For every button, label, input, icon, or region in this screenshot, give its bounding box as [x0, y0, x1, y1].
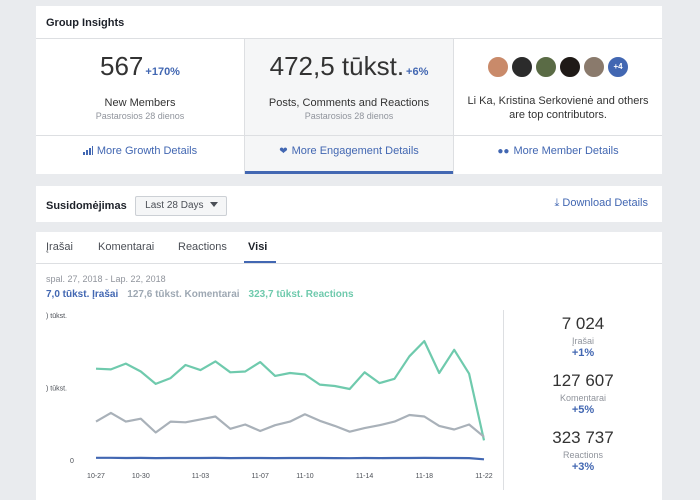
engagement-filter-bar: Susidomėjimas Last 28 Days ⤓ Download Det…	[36, 186, 662, 222]
series-line-reactions	[95, 340, 486, 441]
avatar[interactable]	[487, 56, 509, 78]
x-tick-label: 11-10	[296, 473, 313, 480]
download-details-link[interactable]: ⤓ Download Details	[555, 197, 648, 210]
people-icon: ●●	[497, 146, 510, 157]
side-stat-change: +1%	[571, 347, 595, 359]
engagement-label: Posts, Comments and Reactions	[268, 97, 430, 109]
member-details-link[interactable]: ●● More Member Details	[454, 135, 662, 165]
new-members-change: +170%	[145, 66, 180, 78]
tab-reactions[interactable]: Reactions	[178, 241, 227, 253]
engagement-chart-card: Įrašai Komentarai Reactions Visi spal. 2…	[36, 232, 662, 500]
download-details-label: Download Details	[562, 197, 648, 209]
top-contributors-stat: +4 Li Ka, Kristina Serkovienė and others…	[454, 39, 662, 174]
chart-divider	[503, 310, 504, 490]
side-stat-value: 323 737	[552, 428, 614, 447]
x-tick-label: 11-18	[416, 473, 433, 480]
x-tick-label: 11-14	[356, 473, 373, 480]
bar-chart-icon	[82, 146, 93, 155]
side-stat-change: +5%	[571, 404, 595, 416]
chart-date-range: spal. 27, 2018 - Lap. 22, 2018	[46, 274, 166, 284]
side-stat-reactions: 323 737 Reactions +3%	[504, 428, 662, 473]
engagement-period: Pastarosios 28 dienos	[304, 111, 394, 121]
chart-tabs: Įrašai Komentarai Reactions Visi	[36, 232, 662, 264]
engagement-stat: 472,5 tūkst. +6% Posts, Comments and Reac…	[245, 39, 454, 174]
engagement-details-link[interactable]: ❤ More Engagement Details	[245, 135, 453, 165]
series-line-įrašai	[96, 456, 485, 461]
member-details-label: More Member Details	[513, 145, 619, 157]
legend-komentarai[interactable]: 127,6 tūkst. Komentarai	[127, 289, 240, 300]
group-insights-card: Group Insights 567 +170% New Members Past…	[36, 6, 662, 174]
tab-visi[interactable]: Visi	[248, 241, 268, 253]
active-tab-indicator	[244, 261, 276, 263]
new-members-stat: 567 +170% New Members Pastarosios 28 dien…	[36, 39, 245, 174]
date-range-value: Last 28 Days	[145, 200, 204, 211]
x-tick-label: 11-22	[475, 473, 492, 480]
avatar[interactable]	[511, 56, 533, 78]
download-icon: ⤓	[554, 197, 560, 209]
engagement-value: 472,5 tūkst.	[269, 51, 405, 81]
chart-legend: 7,0 tūkst. Įrašai 127,6 tūkst. Komentarai…	[46, 289, 363, 300]
engagement-change: +6%	[406, 66, 429, 78]
card-title: Group Insights	[36, 6, 662, 39]
avatar[interactable]	[535, 56, 557, 78]
tab-irasai[interactable]: Įrašai	[46, 241, 73, 253]
legend-reactions[interactable]: 323,7 tūkst. Reactions	[248, 289, 354, 300]
side-stat-label: Įrašai	[571, 336, 594, 346]
avatar[interactable]	[583, 56, 605, 78]
side-stat-change: +3%	[571, 461, 595, 473]
top-contributors-text: Li Ka, Kristina Serkovienė and others ar…	[467, 95, 649, 121]
tab-komentarai[interactable]: Komentarai	[98, 241, 155, 253]
x-tick-label: 10-30	[132, 473, 150, 480]
new-members-value: 567	[100, 51, 144, 81]
side-stat-komentarai: 127 607 Komentarai +5%	[504, 371, 662, 416]
side-stat-value: 127 607	[552, 371, 614, 390]
x-tick-label: 11-07	[251, 473, 268, 480]
date-range-dropdown[interactable]: Last 28 Days	[135, 196, 227, 216]
engagement-details-label: More Engagement Details	[291, 145, 419, 157]
series-line-komentarai	[95, 411, 485, 438]
x-tick-label: 11-03	[192, 473, 209, 480]
side-stat-value: 7 024	[561, 314, 605, 333]
avatar[interactable]	[559, 56, 581, 78]
more-avatars-badge[interactable]: +4	[607, 56, 629, 78]
contributor-avatars: +4	[454, 56, 662, 78]
new-members-period: Pastarosios 28 dienos	[95, 111, 185, 121]
side-stat-irasai: 7 024 Įrašai +1%	[504, 314, 662, 359]
engagement-line-chart: ) tūkst. ) tūkst. 0 10-27 10-30 11-03 11-07 11-…	[46, 313, 493, 480]
side-stat-label: Reactions	[562, 450, 604, 460]
engagement-heading: Susidomėjimas	[46, 200, 127, 212]
caret-down-icon	[209, 202, 218, 207]
growth-details-link[interactable]: More Growth Details	[36, 135, 244, 165]
y-tick-label: 0	[70, 458, 74, 465]
side-stat-label: Komentarai	[559, 393, 607, 403]
y-tick-label: ) tūkst.	[46, 313, 67, 320]
y-tick-label: ) tūkst.	[46, 386, 67, 393]
x-tick-label: 10-27	[87, 473, 105, 480]
new-members-label: New Members	[104, 97, 176, 109]
growth-details-label: More Growth Details	[96, 145, 198, 157]
legend-irasai[interactable]: 7,0 tūkst. Įrašai	[46, 289, 119, 300]
heart-icon: ❤	[279, 146, 288, 157]
